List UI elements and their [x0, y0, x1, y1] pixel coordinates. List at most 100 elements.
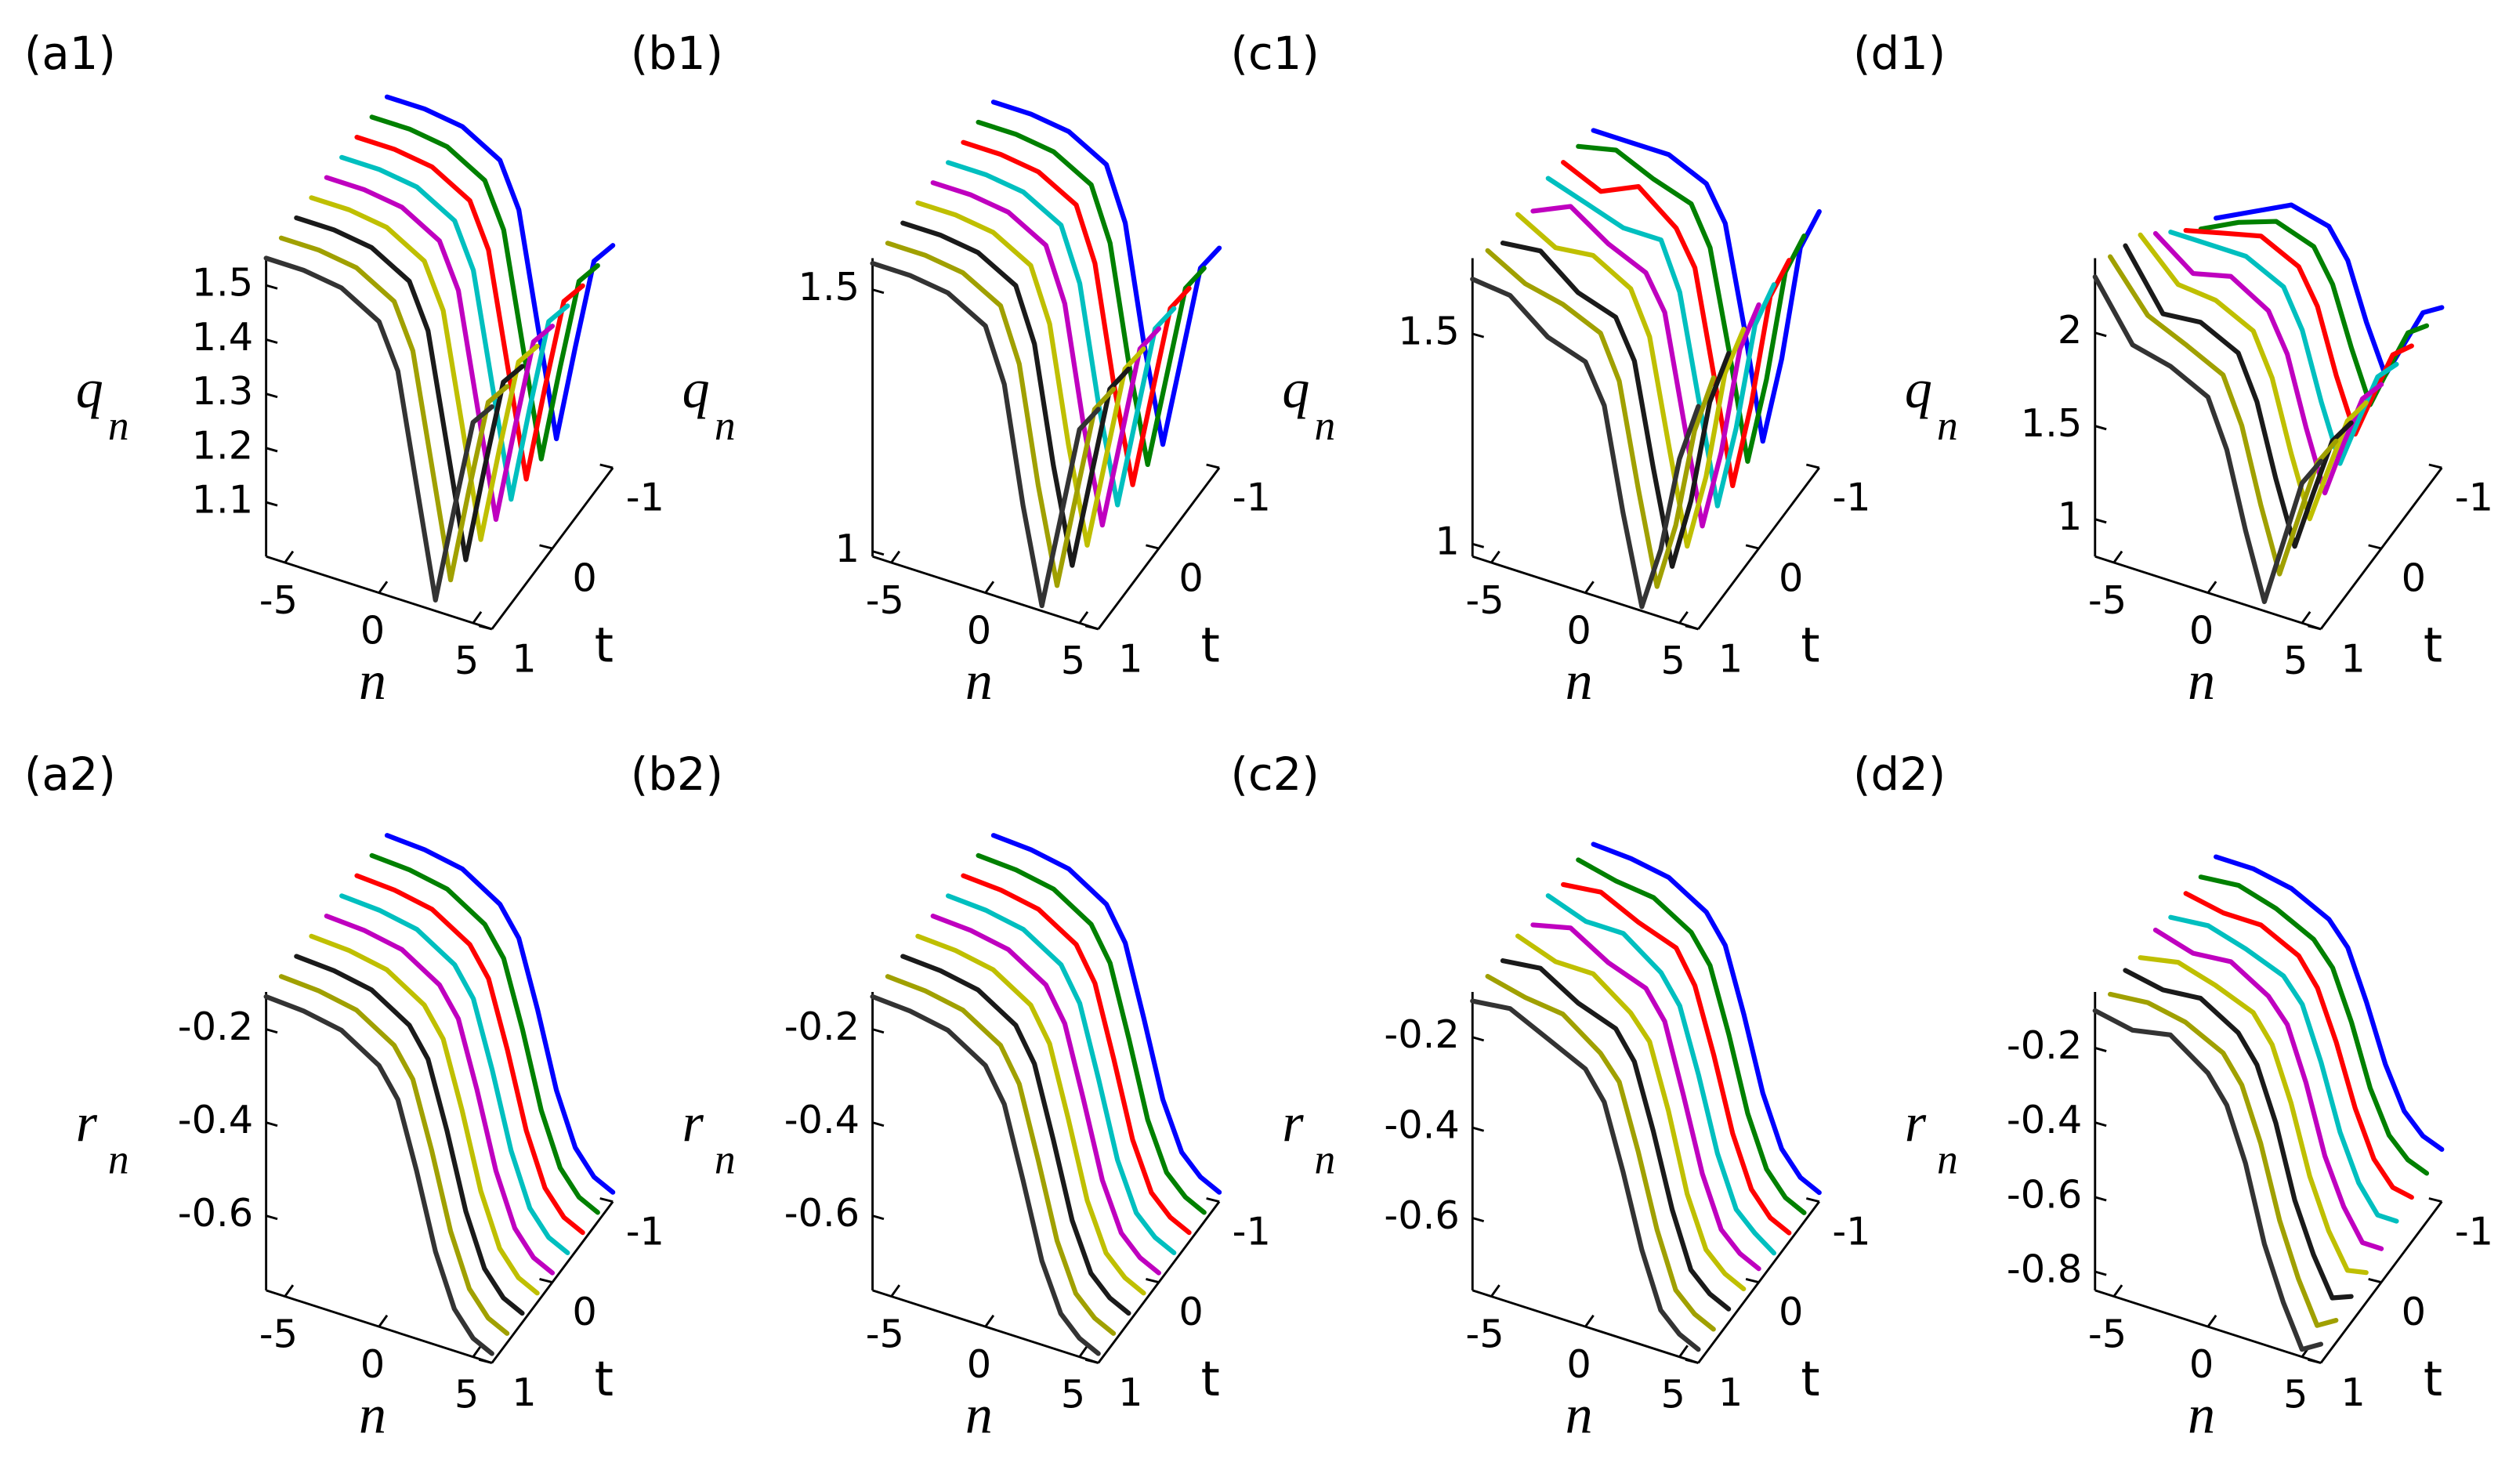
z-axis-label: r — [682, 1093, 704, 1153]
z-tick — [266, 501, 278, 507]
n-tick — [890, 550, 901, 563]
n-tick — [378, 581, 389, 594]
z-tick-label: 1.5 — [192, 260, 254, 306]
waterfall-line — [2123, 968, 2354, 1301]
waterfall-line — [976, 119, 1207, 468]
t-tick — [1146, 1278, 1160, 1283]
z-axis-label: q — [76, 359, 103, 419]
t-tick-label: -1 — [1832, 475, 1870, 520]
z-axis-label: r — [1282, 1093, 1304, 1153]
n-tick — [284, 550, 295, 563]
z-axis-label: q — [682, 359, 710, 419]
n-tick-label: -5 — [1465, 577, 1504, 623]
n-axis-label: n — [1566, 1385, 1593, 1446]
z-tick — [1472, 1036, 1485, 1042]
z-axis-label-sub: n — [108, 1136, 129, 1183]
waterfall-line — [2108, 991, 2339, 1328]
waterfall-line — [1470, 277, 1701, 610]
waterfall-line — [915, 933, 1146, 1296]
waterfall-line — [946, 160, 1177, 508]
waterfall-line — [1485, 973, 1716, 1332]
t-tick-label: 1 — [1718, 636, 1743, 682]
n-tick — [984, 1314, 995, 1327]
z-tick-label: 1.5 — [2021, 400, 2083, 446]
n-tick — [1078, 1345, 1089, 1358]
z-tick — [2094, 425, 2107, 431]
n-tick-label: 0 — [967, 608, 991, 653]
t-tick-label: -1 — [626, 475, 664, 520]
n-tick — [1678, 1345, 1689, 1358]
waterfall-line — [1545, 893, 1777, 1256]
z-tick-label: 1 — [1435, 519, 1459, 564]
waterfall-line — [1500, 241, 1732, 569]
t-tick — [478, 1358, 493, 1364]
n-tick-label: 0 — [967, 1341, 991, 1387]
t-tick-label: 0 — [572, 1289, 596, 1334]
waterfall-line — [294, 215, 525, 563]
n-tick-label: 0 — [360, 608, 385, 653]
t-tick-label: -1 — [1233, 475, 1271, 520]
n-tick-label: 5 — [454, 1372, 479, 1417]
z-axis-label-sub: n — [1315, 402, 1336, 449]
waterfall-line — [324, 914, 556, 1276]
t-tick — [1084, 1358, 1099, 1364]
waterfall-line — [1561, 881, 1792, 1236]
n-tick-label: -5 — [2088, 577, 2127, 623]
z-tick-label: -0.6 — [784, 1190, 860, 1236]
n-tick-label: 5 — [1660, 638, 1685, 683]
waterfall-line — [2168, 914, 2399, 1224]
z-tick — [2094, 331, 2107, 338]
z-tick-label: 1.2 — [192, 422, 254, 468]
waterfall-line — [1530, 204, 1761, 529]
waterfall-line — [324, 175, 556, 523]
waterfall-line — [1515, 212, 1747, 549]
z-tick-label: 1.4 — [192, 314, 254, 360]
t-tick — [599, 463, 614, 469]
t-tick-label: 0 — [572, 556, 596, 601]
z-tick — [2094, 518, 2107, 524]
z-tick-label: 1.5 — [798, 264, 860, 309]
n-tick-label: -5 — [866, 1312, 904, 1357]
t-tick-label: 0 — [1779, 1289, 1803, 1334]
panel-label: (a1) — [24, 27, 116, 80]
z-tick — [1472, 1126, 1485, 1132]
waterfall-line — [1515, 933, 1747, 1292]
panel-label: (a2) — [24, 748, 116, 801]
z-axis-label: q — [1905, 359, 1932, 419]
t-tick — [2368, 1278, 2382, 1283]
n-axis-label: n — [359, 1385, 386, 1446]
waterfall-line — [278, 235, 510, 583]
t-tick-label: 1 — [512, 636, 536, 682]
n-tick-label: 0 — [1566, 608, 1591, 653]
n-tick — [2112, 550, 2123, 563]
waterfall-line — [946, 893, 1177, 1255]
n-tick — [378, 1314, 389, 1327]
z-tick — [872, 550, 885, 556]
n-tick — [1584, 581, 1595, 594]
t-tick — [1745, 1278, 1759, 1283]
z-tick — [266, 393, 278, 399]
waterfall-line — [885, 974, 1117, 1336]
waterfall-line — [900, 220, 1131, 568]
n-axis-label: n — [359, 651, 386, 711]
z-tick-label: -0.2 — [178, 1004, 253, 1049]
n-tick — [2112, 1284, 2123, 1298]
t-tick-label: 1 — [1118, 636, 1142, 682]
t-tick — [2428, 463, 2442, 469]
n-axis-label: n — [2188, 1385, 2215, 1446]
z-axis-label-sub: n — [108, 402, 129, 449]
n-tick-label: 5 — [1061, 1372, 1085, 1417]
waterfall-line — [384, 94, 616, 442]
t-axis — [2319, 1200, 2443, 1364]
waterfall-line — [2198, 874, 2430, 1176]
n-tick-label: 0 — [2189, 1341, 2214, 1387]
waterfall-line — [384, 833, 616, 1195]
n-tick — [1584, 1314, 1595, 1327]
panel-label: (c1) — [1231, 27, 1320, 80]
waterfall-line — [369, 852, 600, 1215]
z-axis-label: r — [1905, 1093, 1927, 1153]
t-axis-label: t — [1201, 617, 1220, 674]
